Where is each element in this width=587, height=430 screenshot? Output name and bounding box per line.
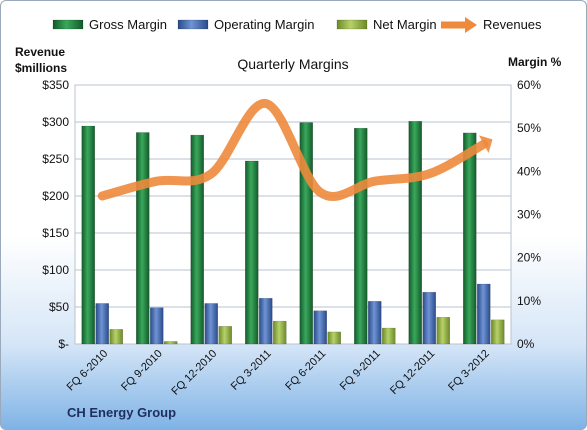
bar-operating-margin [368, 301, 382, 345]
bar-operating-margin [259, 297, 273, 345]
bar-operating-margin [422, 291, 436, 345]
bar-net-margin [436, 316, 450, 345]
y-left-tick-label: $350 [42, 78, 69, 92]
x-category-label: FQ 12-2011 [388, 348, 437, 397]
bar-operating-margin [313, 310, 327, 345]
legend-label: Net Margin [373, 17, 437, 32]
y-left-tick-label: $200 [42, 189, 69, 203]
x-category-label: FQ 6-2010 [65, 348, 111, 394]
x-category-label: FQ 12-2010 [169, 348, 219, 398]
y-left-title-line2: $millions [15, 61, 67, 75]
bar-operating-margin [477, 283, 491, 345]
y-right-tick-label: 0% [517, 337, 535, 351]
y-left-tick-label: $- [58, 337, 69, 351]
bar-gross-margin [354, 127, 368, 345]
y-right-tick-label: 60% [517, 78, 541, 92]
legend-swatch-gross-margin [52, 19, 84, 30]
bar-net-margin [382, 327, 396, 345]
bar-operating-margin [150, 307, 164, 345]
y-right-tick-label: 20% [517, 251, 541, 265]
y-left-tick-label: $150 [42, 226, 69, 240]
revenues-line [97, 99, 489, 201]
y-right-tick-label: 50% [517, 121, 541, 135]
y-right-tick-label: 30% [517, 208, 541, 222]
bar-gross-margin [136, 132, 150, 345]
revenues-arrow-head [478, 135, 493, 153]
y-right-title: Margin % [508, 55, 562, 69]
bar-gross-margin [245, 160, 259, 345]
bar-gross-margin [408, 121, 422, 345]
bar-gross-margin [463, 132, 477, 345]
legend-label: Revenues [483, 17, 542, 32]
y-left-tick-label: $50 [49, 300, 69, 314]
bar-operating-margin [95, 303, 109, 345]
bar-net-margin [273, 320, 287, 345]
legend-label: Gross Margin [89, 17, 167, 32]
x-category-label: FQ 9-2011 [338, 348, 383, 393]
x-category-label: FQ 9-2010 [119, 348, 165, 394]
bar-gross-margin [190, 134, 204, 345]
x-category-label: FQ 3-2011 [229, 348, 274, 393]
y-left-tick-label: $300 [42, 115, 69, 129]
y-right-tick-label: 40% [517, 164, 541, 178]
bar-net-margin [218, 326, 232, 345]
bar-net-margin [491, 319, 505, 345]
y-left-title-line1: Revenue [15, 45, 65, 59]
bar-net-margin [109, 329, 123, 345]
x-category-label: FQ 6-2011 [283, 348, 328, 393]
y-left-tick-label: $250 [42, 152, 69, 166]
bar-gross-margin [81, 125, 95, 345]
chart-title: Quarterly Margins [237, 56, 348, 72]
bar-net-margin [164, 341, 178, 345]
legend-swatch-operating-margin [177, 19, 209, 30]
bar-operating-margin [204, 303, 218, 345]
y-left-tick-label: $100 [42, 263, 69, 277]
legend-label: Operating Margin [214, 17, 314, 32]
y-right-tick-label: 10% [517, 294, 541, 308]
x-category-label: FQ 3-2012 [446, 348, 492, 394]
company-label: CH Energy Group [67, 405, 176, 420]
bar-net-margin [327, 331, 341, 345]
legend-swatch-net-margin [336, 19, 368, 30]
legend-swatch-revenues-arrow [465, 17, 477, 33]
